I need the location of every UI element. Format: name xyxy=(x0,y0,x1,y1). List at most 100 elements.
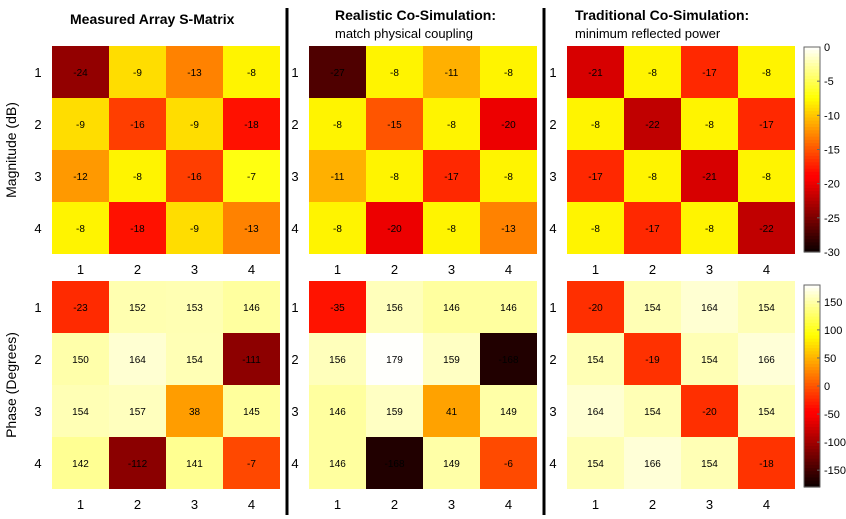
panel-title-measured: Measured Array S-Matrix xyxy=(70,11,235,27)
colorbar-tick-100: 100 xyxy=(824,325,842,337)
cell-label-magnitude-p2-r4c1: -8 xyxy=(333,224,342,235)
cell-label-phase-p1-r3c2: 157 xyxy=(129,407,146,418)
xtick-magnitude-p3-3: 3 xyxy=(706,262,713,277)
cell-label-phase-p3-r2c2: -19 xyxy=(645,355,660,366)
cell-label-magnitude-p2-r4c3: -8 xyxy=(447,224,456,235)
ytick-phase-p3-4: 4 xyxy=(549,456,556,471)
cell-label-magnitude-p3-r4c1: -8 xyxy=(591,224,600,235)
cell-label-magnitude-p1-r2c3: -9 xyxy=(190,120,199,131)
xtick-phase-p1-3: 3 xyxy=(191,497,198,512)
cell-label-magnitude-p2-r2c1: -8 xyxy=(333,120,342,131)
cell-label-phase-p3-r4c1: 154 xyxy=(587,459,604,470)
cell-label-magnitude-p1-r1c1: -24 xyxy=(73,68,88,79)
cell-label-magnitude-p1-r1c2: -9 xyxy=(133,68,142,79)
cell-label-magnitude-p3-r2c1: -8 xyxy=(591,120,600,131)
xtick-phase-p3-4: 4 xyxy=(763,497,770,512)
xtick-phase-p3-2: 2 xyxy=(649,497,656,512)
cell-label-magnitude-p3-r4c4: -22 xyxy=(759,224,774,235)
cell-label-phase-p2-r1c1: -35 xyxy=(330,303,345,314)
cell-label-phase-p2-r2c1: 156 xyxy=(329,355,346,366)
cell-label-magnitude-p1-r4c2: -18 xyxy=(130,224,145,235)
xtick-magnitude-p2-3: 3 xyxy=(448,262,455,277)
cell-label-phase-p2-r1c2: 156 xyxy=(386,303,403,314)
xtick-magnitude-p1-3: 3 xyxy=(191,262,198,277)
heatmap-magnitude-measured: -24 -9 -13 -8 -9 -16 -9 -18 -12 -8 -16 -7 -8 -18 -9 -13… xyxy=(34,46,280,277)
cell-label-phase-p1-r3c4: 145 xyxy=(243,407,260,418)
cell-label-magnitude-p3-r2c4: -17 xyxy=(759,120,774,131)
cell-label-magnitude-p2-r3c2: -8 xyxy=(390,172,399,183)
cell-label-magnitude-p2-r4c4: -13 xyxy=(501,224,516,235)
cell-label-phase-p3-r4c2: 166 xyxy=(644,459,661,470)
cell-label-magnitude-p3-r1c1: -21 xyxy=(588,68,603,79)
cell-label-phase-p2-r1c3: 146 xyxy=(443,303,460,314)
cell-label-magnitude-p1-r4c4: -13 xyxy=(244,224,259,235)
xtick-magnitude-p1-1: 1 xyxy=(77,262,84,277)
xtick-phase-p2-1: 1 xyxy=(334,497,341,512)
cell-label-magnitude-p2-r2c2: -15 xyxy=(387,120,402,131)
cell-label-phase-p1-r3c3: 38 xyxy=(189,407,201,418)
cell-label-phase-p1-r2c4: -111 xyxy=(242,355,261,366)
heatmap-magnitude-realistic: -27 -8 -11 -8 -8 -15 -8 -20 -11 -8 -17 -8 -8 -20 -8 -13… xyxy=(291,46,537,277)
ytick-phase-p2-4: 4 xyxy=(291,456,298,471)
ytick-magnitude-p2-4: 4 xyxy=(291,221,298,236)
cell-label-magnitude-p3-r2c2: -22 xyxy=(645,120,660,131)
cell-label-magnitude-p3-r3c2: -8 xyxy=(648,172,657,183)
cell-label-magnitude-p2-r2c4: -20 xyxy=(501,120,516,131)
ytick-magnitude-p2-3: 3 xyxy=(291,169,298,184)
xtick-magnitude-p3-4: 4 xyxy=(763,262,770,277)
cell-label-magnitude-p3-r3c1: -17 xyxy=(588,172,603,183)
xtick-phase-p1-2: 2 xyxy=(134,497,141,512)
cell-label-phase-p2-r1c4: 146 xyxy=(500,303,517,314)
ylabel-phase: Phase (Degrees) xyxy=(3,332,19,438)
ytick-phase-p3-1: 1 xyxy=(549,300,556,315)
xtick-phase-p2-4: 4 xyxy=(505,497,512,512)
cell-label-magnitude-p1-r2c1: -9 xyxy=(76,120,85,131)
ylabel-magnitude: Magnitude (dB) xyxy=(3,102,19,198)
cell-label-phase-p3-r3c1: 164 xyxy=(587,407,604,418)
colorbar-tick--100: -100 xyxy=(824,437,846,449)
cell-label-phase-p3-r3c3: -20 xyxy=(702,407,717,418)
colorbar-tick-0: 0 xyxy=(824,42,830,54)
colorbar-tick--25: -25 xyxy=(824,213,840,225)
ytick-phase-p3-2: 2 xyxy=(549,352,556,367)
colorbar-tick-50: 50 xyxy=(824,353,836,365)
cell-label-phase-p1-r4c4: -7 xyxy=(247,459,256,470)
ytick-phase-p2-1: 1 xyxy=(291,300,298,315)
cell-label-phase-p1-r1c1: -23 xyxy=(73,303,88,314)
cell-label-phase-p2-r2c4: -168 xyxy=(498,355,518,366)
ytick-phase-p2-3: 3 xyxy=(291,404,298,419)
cell-label-phase-p1-r3c1: 154 xyxy=(72,407,89,418)
cell-label-magnitude-p1-r3c1: -12 xyxy=(73,172,88,183)
cell-label-phase-p1-r4c3: 141 xyxy=(186,459,203,470)
cell-label-magnitude-p1-r4c1: -8 xyxy=(76,224,85,235)
colorbar-tick-150: 150 xyxy=(824,297,842,309)
cell-label-magnitude-p1-r4c3: -9 xyxy=(190,224,199,235)
panel-subtitle-traditional: minimum reflected power xyxy=(575,26,721,41)
xtick-magnitude-p3-2: 2 xyxy=(649,262,656,277)
cell-label-magnitude-p3-r4c3: -8 xyxy=(705,224,714,235)
xtick-magnitude-p2-1: 1 xyxy=(334,262,341,277)
colorbar-tick--10: -10 xyxy=(824,110,840,122)
cell-label-phase-p2-r3c3: 41 xyxy=(446,407,458,418)
cell-label-phase-p3-r2c3: 154 xyxy=(701,355,718,366)
cell-label-magnitude-p3-r3c3: -21 xyxy=(702,172,717,183)
cell-label-phase-p2-r4c2: -168 xyxy=(384,459,404,470)
cell-label-magnitude-p2-r1c1: -27 xyxy=(330,68,345,79)
cell-label-magnitude-p2-r1c4: -8 xyxy=(504,68,513,79)
cell-label-magnitude-p3-r1c3: -17 xyxy=(702,68,717,79)
cell-label-magnitude-p2-r1c3: -11 xyxy=(445,68,459,79)
ytick-phase-p1-4: 4 xyxy=(34,456,41,471)
cell-label-magnitude-p2-r1c2: -8 xyxy=(390,68,399,79)
xtick-phase-p1-1: 1 xyxy=(77,497,84,512)
ytick-phase-p1-2: 2 xyxy=(34,352,41,367)
cell-label-magnitude-p1-r3c4: -7 xyxy=(247,172,256,183)
cell-label-phase-p2-r4c1: 146 xyxy=(329,459,346,470)
cell-label-phase-p1-r2c1: 150 xyxy=(72,355,89,366)
ytick-magnitude-p2-2: 2 xyxy=(291,117,298,132)
ytick-magnitude-p1-4: 4 xyxy=(34,221,41,236)
cell-label-phase-p3-r1c1: -20 xyxy=(588,303,603,314)
xtick-phase-p3-1: 1 xyxy=(592,497,599,512)
cell-label-magnitude-p3-r4c2: -17 xyxy=(645,224,660,235)
xtick-phase-p2-2: 2 xyxy=(391,497,398,512)
